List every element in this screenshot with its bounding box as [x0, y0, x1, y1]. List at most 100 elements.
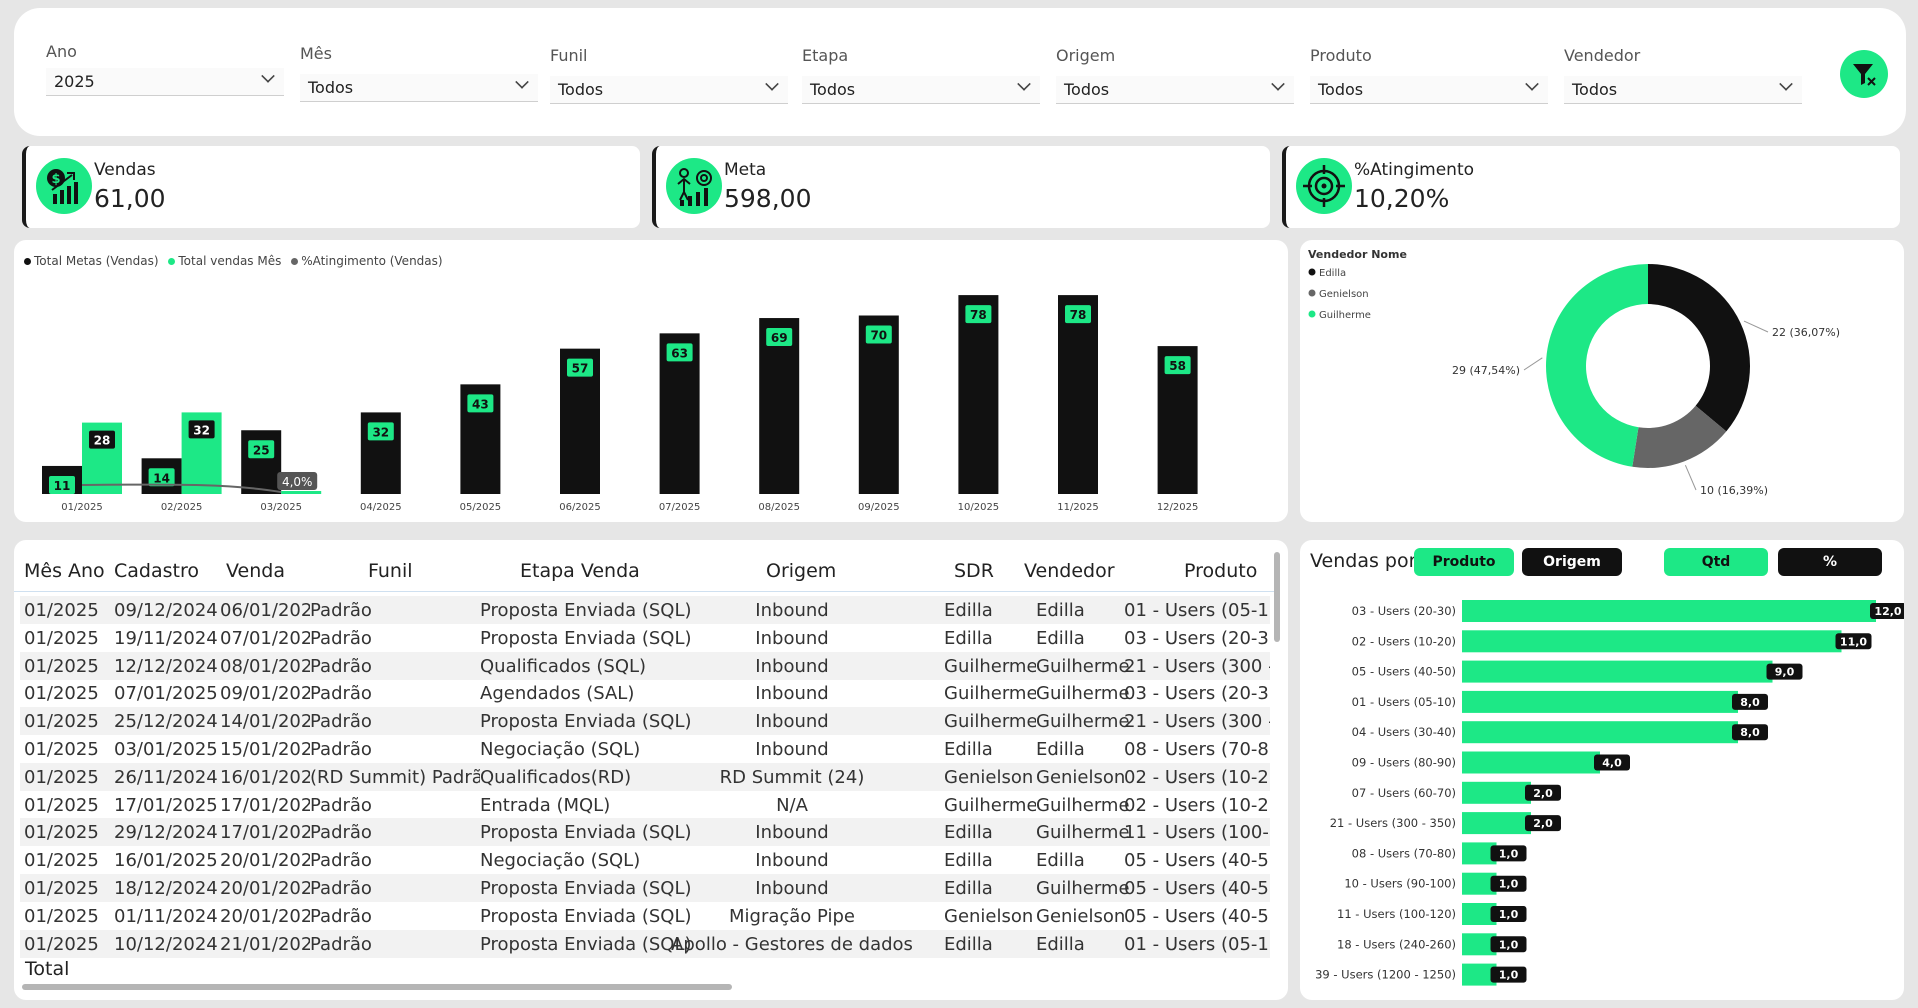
table-cell: Proposta Enviada (SQL): [480, 600, 692, 621]
table-cell: 21 - Users (300 - 350): [1124, 711, 1270, 733]
table-cell: Inbound: [755, 600, 829, 621]
funil-dropdown[interactable]: Todos: [550, 76, 788, 104]
table-cell: 05 - Users (40-50): [1124, 905, 1270, 927]
filter-etapa: Etapa Todos: [802, 46, 1040, 104]
table-cell: Guilherme: [1036, 683, 1130, 705]
mes-dropdown[interactable]: Todos: [300, 74, 538, 102]
table-cell: Guilherme: [1036, 794, 1130, 816]
data-label: 11,0: [1840, 635, 1867, 648]
legend-label: Edilla: [1319, 268, 1346, 279]
data-label: 9,0: [1775, 666, 1795, 679]
kpi-value: 598,00: [724, 184, 812, 213]
toggle-percent-button[interactable]: %: [1778, 548, 1882, 576]
table-cell: Proposta Enviada (SQL): [480, 933, 692, 955]
clear-filters-button[interactable]: [1840, 50, 1888, 98]
legend-label: Total Metas (Vendas): [34, 254, 159, 268]
column-header[interactable]: Cadastro: [114, 560, 199, 582]
table-cell: Agendados (SAL): [480, 683, 635, 705]
etapa-dropdown[interactable]: Todos: [802, 76, 1040, 104]
vendas-por-title: Vendas por:: [1310, 550, 1423, 572]
table-cell: 20/01/2025: [220, 850, 310, 872]
table-cell: Qualificados (SQL): [480, 655, 647, 677]
table-cell: 06/01/2025: [220, 600, 310, 621]
vendedor-dropdown[interactable]: Todos: [1564, 76, 1802, 104]
sales-table: Mês Ano Cadastro Venda Funil Etapa Venda Orig…: [14, 540, 1288, 1000]
data-label: 1,0: [1499, 938, 1519, 951]
table-cell: 29/12/2024: [114, 822, 218, 844]
data-label: 2,0: [1533, 787, 1553, 800]
vertical-scrollbar[interactable]: [1274, 552, 1280, 642]
table-cell: Guilherme: [944, 711, 1036, 733]
category-label: 39 - Users (1200 - 1250): [1315, 968, 1456, 982]
filter-ano: Ano 2025: [46, 42, 284, 96]
kpi-label: Meta: [724, 160, 767, 180]
column-header[interactable]: Etapa Venda: [520, 560, 640, 582]
horizontal-scrollbar[interactable]: [22, 984, 732, 990]
dropdown-value: Todos: [810, 80, 856, 99]
table-cell: 01/2025: [24, 655, 99, 677]
hbar: [1462, 872, 1497, 895]
atingimento-line: [81, 483, 282, 493]
table-cell: Apollo - Gestores de dados: [671, 933, 913, 955]
column-header[interactable]: Venda: [226, 560, 285, 582]
data-label-bg: [1525, 815, 1561, 832]
filter-label: Etapa: [802, 46, 849, 65]
leader-line: [1743, 320, 1769, 333]
table-cell: 01/2025: [24, 711, 99, 733]
table-cell: RD Summit (24): [719, 766, 865, 788]
data-label: 1,0: [1499, 847, 1519, 860]
data-label-bg: [1065, 305, 1091, 324]
category-label: 18 - Users (240-260): [1337, 937, 1456, 951]
legend-dot: [168, 258, 176, 265]
table-cell: 17/01/2025: [220, 822, 310, 844]
table-cell: 15/01/2025: [220, 739, 310, 760]
data-label-bg: [1766, 663, 1803, 680]
toggle-produto-button[interactable]: Produto: [1414, 548, 1514, 576]
kpi-vendas: $ Vendas 61,00: [22, 146, 640, 228]
data-label: 12,0: [1874, 605, 1901, 618]
table-cell: 03 - Users (20-30): [1124, 627, 1270, 649]
column-header[interactable]: Mês Ano: [24, 560, 105, 582]
table-cell: Inbound: [755, 711, 829, 733]
column-header[interactable]: Vendedor: [1024, 560, 1115, 582]
data-label: 8,0: [1740, 726, 1760, 739]
column-header[interactable]: Produto: [1184, 560, 1258, 582]
origem-dropdown[interactable]: Todos: [1056, 76, 1294, 104]
dropdown-value: Todos: [1064, 80, 1110, 99]
toggle-origem-button[interactable]: Origem: [1522, 548, 1622, 576]
table-cell: Edilla: [1036, 850, 1085, 872]
produto-dropdown[interactable]: Todos: [1310, 76, 1548, 104]
column-header[interactable]: Origem: [766, 560, 837, 582]
donut-data-label: 10 (16,39%): [1700, 484, 1768, 497]
table-cell: 12/12/2024: [114, 655, 218, 677]
table-cell: Padrão: [310, 794, 372, 816]
kpi-label: %Atingimento: [1354, 160, 1475, 180]
table-cell: Inbound: [755, 878, 829, 899]
table-row[interactable]: 01/202517/01/202517/01/2025PadrãoEntrada…: [20, 791, 1270, 819]
table-total-label: Total: [25, 958, 70, 980]
data-label: 63: [671, 346, 688, 360]
table-cell: Edilla: [944, 850, 993, 872]
table-cell: Guilherme: [944, 655, 1036, 677]
dropdown-value: Todos: [308, 78, 354, 97]
toggle-qtd-button[interactable]: Qtd: [1664, 548, 1768, 576]
column-header[interactable]: SDR: [954, 560, 994, 582]
table-cell: Padrão: [310, 905, 372, 927]
ano-dropdown[interactable]: 2025: [46, 68, 284, 96]
hbar: [1462, 660, 1773, 683]
dropdown-value: Todos: [1318, 80, 1364, 99]
line-label-bg: [277, 472, 318, 490]
column-header[interactable]: Funil: [368, 560, 413, 582]
